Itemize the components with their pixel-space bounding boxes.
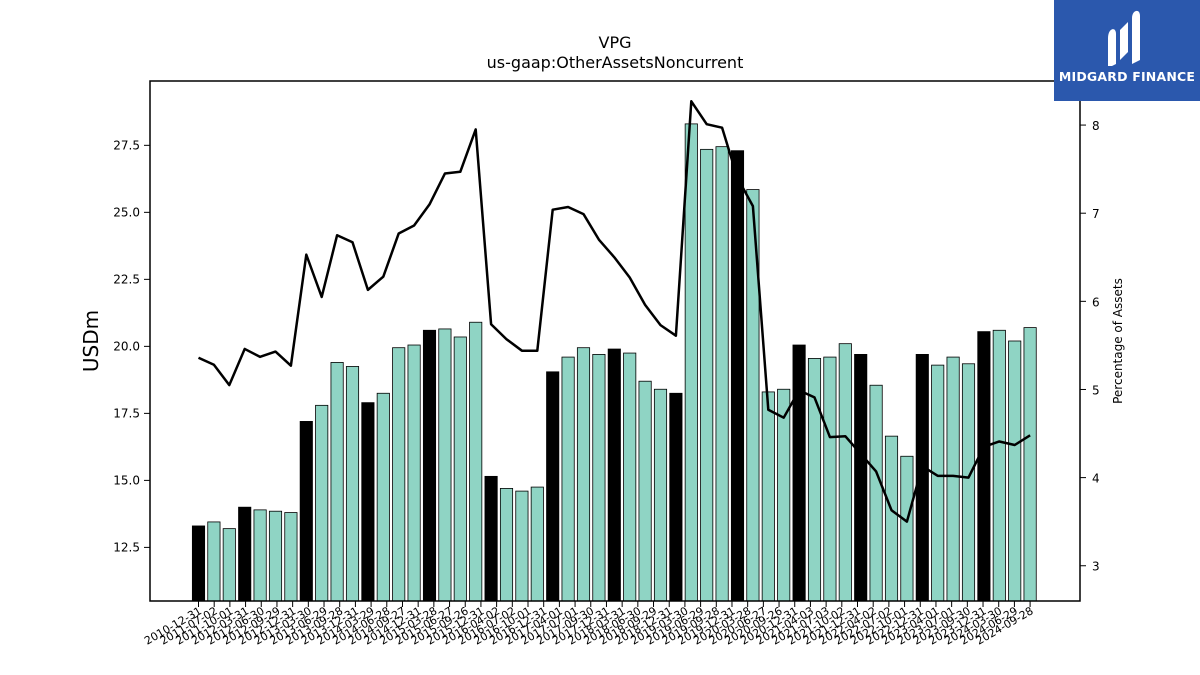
y-tick-label: 20.0 — [113, 339, 140, 353]
chart-subtitle: us-gaap:OtherAssetsNoncurrent — [487, 53, 744, 72]
bar — [684, 123, 698, 602]
bar — [438, 328, 452, 602]
bar — [838, 343, 852, 602]
y-tick-label: 12.5 — [113, 540, 140, 554]
y-axis-left: 12.5 15.0 17.5 20.0 22.5 25.0 27.5 — [113, 138, 150, 554]
bar — [422, 329, 437, 602]
bar — [299, 421, 313, 602]
brand-logo: MIDGARD FINANCE — [1054, 0, 1200, 101]
bar — [884, 435, 899, 602]
y2-tick-label: 4 — [1092, 472, 1100, 486]
bar — [792, 344, 806, 602]
bar — [823, 356, 837, 602]
y-tick-label: 27.5 — [113, 138, 140, 152]
bar — [222, 528, 236, 602]
bar — [345, 366, 360, 602]
bar — [515, 490, 529, 602]
bar — [777, 388, 791, 602]
bar — [946, 356, 960, 602]
bar — [407, 344, 421, 602]
bar — [592, 353, 606, 602]
y2-tick-label: 7 — [1092, 207, 1100, 221]
bar — [623, 352, 637, 602]
bar — [484, 475, 498, 602]
bar — [653, 388, 668, 602]
y-tick-label: 25.0 — [113, 205, 140, 219]
bar — [715, 146, 729, 602]
y2-tick-label: 6 — [1092, 295, 1100, 309]
bar — [207, 521, 221, 602]
chart-title: VPG — [599, 33, 632, 52]
bar — [854, 353, 868, 602]
bar — [931, 364, 945, 602]
bar-series — [191, 123, 1037, 602]
bar — [499, 488, 514, 602]
bar — [730, 150, 745, 602]
bar — [284, 512, 298, 602]
bar — [376, 392, 390, 602]
bar — [530, 486, 544, 602]
bar — [961, 363, 976, 602]
bar — [253, 509, 267, 602]
y2-tick-label: 8 — [1092, 119, 1100, 133]
bar — [268, 510, 283, 602]
y-axis-right: 3 4 5 6 7 8 — [1080, 119, 1100, 574]
bar — [392, 347, 406, 602]
bar — [977, 331, 991, 602]
x-axis: 2010-12-312011-07-022011-10-012012-03-31… — [142, 601, 1036, 648]
brand-mark-icon — [1108, 10, 1140, 66]
bar — [315, 404, 329, 602]
bar — [469, 321, 483, 602]
bar — [238, 506, 252, 602]
brand-name: MIDGARD FINANCE — [1058, 69, 1196, 84]
bar — [1023, 327, 1037, 602]
bar — [607, 348, 621, 602]
bar — [900, 455, 914, 602]
bar — [453, 336, 467, 602]
y-axis-label: USDm — [79, 310, 103, 372]
bar — [191, 525, 206, 602]
bar — [1008, 340, 1022, 602]
plot-frame — [149, 80, 1081, 602]
bar — [869, 384, 883, 602]
bar — [361, 402, 375, 602]
y-tick-label: 22.5 — [113, 272, 140, 286]
bar — [546, 371, 560, 602]
bar — [669, 392, 683, 602]
y-tick-label: 17.5 — [113, 406, 140, 420]
y2-tick-label: 3 — [1092, 560, 1100, 574]
y2-axis-label: Percentage of Assets — [1111, 278, 1125, 404]
y2-tick-label: 5 — [1092, 383, 1100, 397]
bar — [576, 347, 591, 602]
bar — [761, 391, 775, 602]
percentage-line — [197, 100, 1031, 523]
bar — [700, 148, 714, 602]
bar — [638, 380, 652, 602]
y-tick-label: 15.0 — [113, 473, 140, 487]
bar — [992, 329, 1006, 602]
bar — [330, 362, 344, 602]
bar — [561, 356, 575, 602]
